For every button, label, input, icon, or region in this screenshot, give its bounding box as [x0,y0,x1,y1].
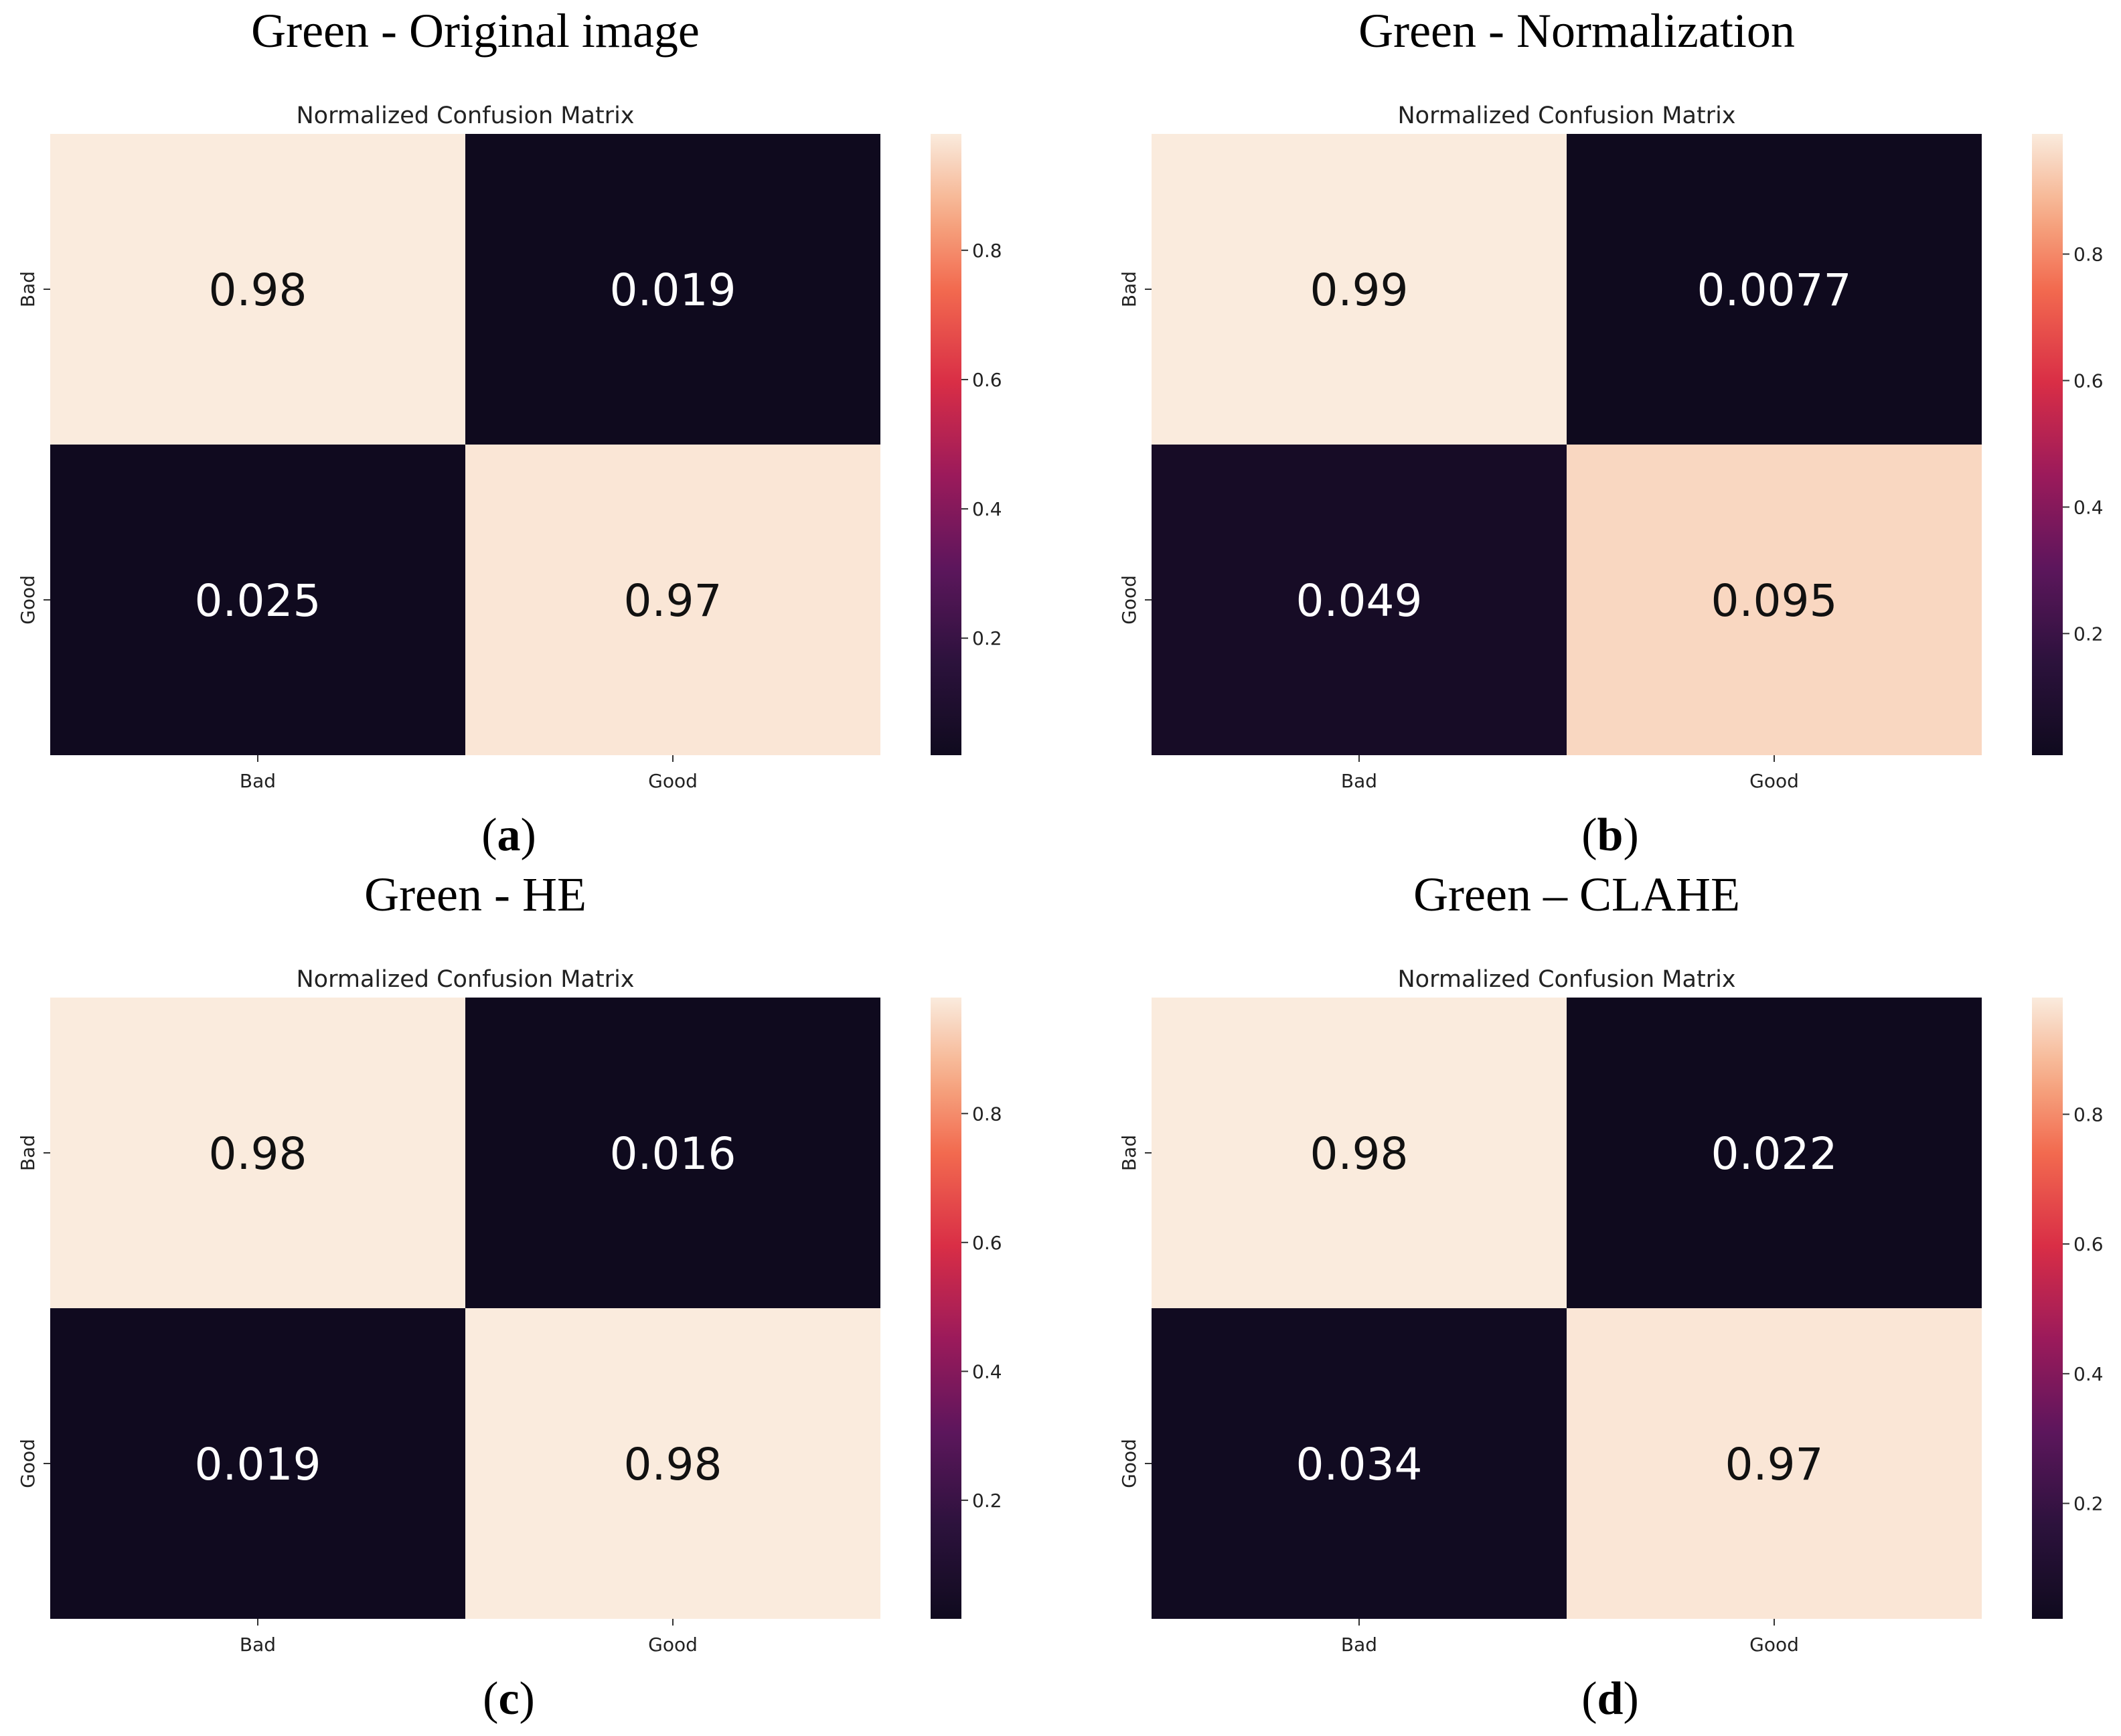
caption-letter: d [1597,1673,1624,1725]
caption-letter: a [497,809,521,861]
cell-value: 0.025 [195,575,321,627]
y-tick-label: Good [1118,575,1140,625]
caption-letter: c [498,1673,519,1725]
y-tick-label: Good [17,575,39,625]
panel-caption: (c) [483,1673,535,1725]
colorbar-tick-label: 0.4 [2073,1363,2104,1385]
caption-paren-open: ( [1581,1673,1597,1725]
panel-b: Green - Normalization Normalized Confusio… [1118,4,2104,861]
colorbar-tick-label: 0.8 [972,240,1002,262]
cell-value: 0.019 [195,1439,321,1490]
panel-caption: (a) [481,809,536,861]
colorbar-tick-label: 0.6 [972,369,1002,391]
heatmap-cell [1567,445,1982,755]
y-tick-label: Good [1118,1439,1140,1488]
heatmap-cell [1567,134,1982,445]
heatmap-cell [1152,1308,1567,1619]
cell-value: 0.98 [209,1128,307,1180]
heatmap-cell [1152,134,1567,445]
panel-title: Green - HE [364,868,586,921]
heatmap-cell [50,445,465,755]
y-tick-label: Bad [1118,1135,1140,1171]
caption-paren-open: ( [483,1673,498,1725]
cell-value: 0.98 [209,264,307,316]
colorbar-tick-label: 0.2 [2073,1493,2104,1515]
matrix-title: Normalized Confusion Matrix [1397,102,1735,129]
heatmap-cell [50,998,465,1308]
colorbar-tick-label: 0.2 [972,627,1002,649]
colorbar-tick-label: 0.8 [2073,243,2104,265]
heatmap-cell [465,1308,880,1619]
x-tick-label: Good [1749,1634,1799,1656]
colorbar [931,134,961,755]
heatmap-cell [1152,445,1567,755]
x-tick-label: Bad [240,1634,276,1656]
panel-c: Green - HE Normalized Confusion Matrix 0.9… [17,868,1002,1725]
panel-title: Green - Original image [251,4,700,58]
matrix-title: Normalized Confusion Matrix [296,102,634,129]
panel-a: Green - Original image Normalized Confusi… [17,4,1002,861]
colorbar-tick-label: 0.6 [2073,1233,2104,1255]
cell-value: 0.019 [610,264,736,316]
heatmap-cell [465,445,880,755]
x-tick-label: Bad [240,770,276,792]
colorbar-tick-label: 0.6 [2073,370,2104,392]
caption-letter: b [1597,809,1624,861]
cell-value: 0.0077 [1697,264,1852,316]
colorbar-tick-label: 0.6 [972,1232,1002,1254]
caption-paren-open: ( [1581,809,1597,861]
x-tick-label: Bad [1341,1634,1377,1656]
colorbar-tick-label: 0.4 [972,498,1002,520]
cell-value: 0.98 [1310,1128,1409,1180]
heatmap-cell [50,1308,465,1619]
colorbar-tick-label: 0.8 [972,1103,1002,1125]
x-tick-label: Bad [1341,770,1377,792]
heatmap-cell [1567,1308,1982,1619]
cell-value: 0.095 [1711,575,1838,627]
caption-paren-close: ) [521,809,536,861]
cell-value: 0.97 [1725,1439,1824,1490]
heatmap-cell [465,134,880,445]
colorbar [931,998,961,1619]
colorbar [2032,134,2063,755]
colorbar-tick-label: 0.4 [2073,496,2104,518]
panel-title: Green - Normalization [1358,4,1795,58]
y-tick-label: Bad [1118,271,1140,307]
cell-value: 0.022 [1711,1128,1838,1180]
cell-value: 0.97 [624,575,722,627]
panel-title: Green – CLAHE [1413,868,1740,921]
x-tick-label: Good [1749,770,1799,792]
colorbar-tick-label: 0.2 [972,1490,1002,1512]
cell-value: 0.99 [1310,264,1409,316]
heatmap-cell [1152,998,1567,1308]
colorbar-tick-label: 0.2 [2073,623,2104,645]
colorbar [2032,998,2063,1619]
heatmap-cell [50,134,465,445]
colorbar-tick-label: 0.4 [972,1360,1002,1383]
caption-paren-close: ) [1623,1673,1638,1725]
heatmap-cell [1567,998,1982,1308]
panel-d: Green – CLAHE Normalized Confusion Matrix… [1118,868,2104,1725]
caption-paren-close: ) [520,1673,535,1725]
x-tick-label: Good [648,770,698,792]
colorbar-tick-label: 0.8 [2073,1103,2104,1125]
panel-caption: (d) [1581,1673,1639,1725]
y-tick-label: Bad [17,1135,39,1171]
y-tick-label: Bad [17,271,39,307]
x-tick-label: Good [648,1634,698,1656]
cell-value: 0.98 [624,1439,722,1490]
cell-value: 0.049 [1296,575,1423,627]
caption-paren-close: ) [1623,809,1638,861]
cell-value: 0.034 [1296,1439,1423,1490]
cell-value: 0.016 [610,1128,736,1180]
y-tick-label: Good [17,1439,39,1488]
matrix-title: Normalized Confusion Matrix [296,966,634,993]
panel-caption: (b) [1581,809,1639,861]
heatmap-cell [465,998,880,1308]
caption-paren-open: ( [481,809,497,861]
matrix-title: Normalized Confusion Matrix [1397,966,1735,993]
